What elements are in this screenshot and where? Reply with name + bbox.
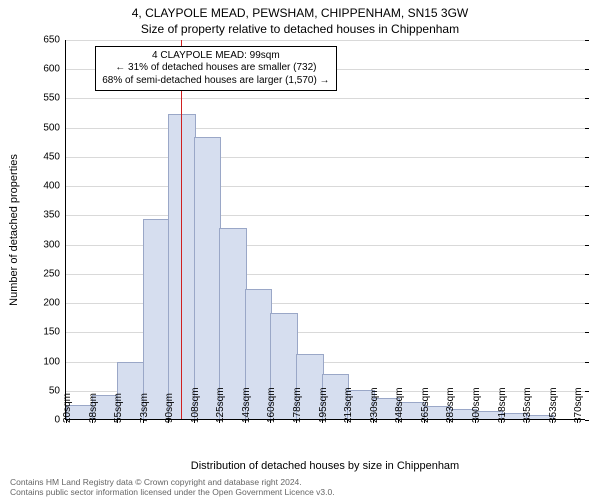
y-tick-mark xyxy=(585,40,589,41)
gridline-h xyxy=(66,40,585,41)
x-tick-label: 370sqm xyxy=(573,387,584,423)
y-tick-label: 550 xyxy=(43,93,60,104)
y-tick-mark xyxy=(585,362,589,363)
x-tick-label: 20sqm xyxy=(62,393,73,423)
chart-title-line1: 4, CLAYPOLE MEAD, PEWSHAM, CHIPPENHAM, S… xyxy=(0,6,600,20)
y-tick-mark xyxy=(585,157,589,158)
y-tick-mark xyxy=(585,186,589,187)
annotation-line3: 68% of semi-detached houses are larger (… xyxy=(102,75,329,88)
annotation-box: 4 CLAYPOLE MEAD: 99sqm← 31% of detached … xyxy=(95,46,336,92)
gridline-h xyxy=(66,157,585,158)
x-tick-label: 318sqm xyxy=(497,387,508,423)
x-tick-label: 90sqm xyxy=(164,393,175,423)
y-tick-mark xyxy=(585,391,589,392)
y-tick-mark xyxy=(585,128,589,129)
y-tick-label: 500 xyxy=(43,122,60,133)
x-tick-label: 265sqm xyxy=(420,387,431,423)
gridline-h xyxy=(66,98,585,99)
y-tick-label: 600 xyxy=(43,64,60,75)
x-tick-label: 248sqm xyxy=(394,387,405,423)
footer-attribution: Contains HM Land Registry data © Crown c… xyxy=(10,478,335,498)
y-tick-label: 0 xyxy=(54,415,60,426)
chart-container: { "chart": { "type": "histogram", "title… xyxy=(0,0,600,500)
y-tick-mark xyxy=(585,98,589,99)
y-tick-label: 50 xyxy=(49,385,60,396)
x-axis-label: Distribution of detached houses by size … xyxy=(65,460,585,472)
x-tick-label: 160sqm xyxy=(266,387,277,423)
y-tick-mark xyxy=(585,332,589,333)
y-tick-label: 100 xyxy=(43,356,60,367)
histogram-bar xyxy=(194,137,222,419)
y-tick-label: 200 xyxy=(43,298,60,309)
x-tick-label: 213sqm xyxy=(343,387,354,423)
x-tick-label: 283sqm xyxy=(445,387,456,423)
chart-subtitle: Size of property relative to detached ho… xyxy=(0,22,600,36)
gridline-h xyxy=(66,128,585,129)
x-tick-label: 195sqm xyxy=(318,387,329,423)
y-tick-mark xyxy=(585,303,589,304)
x-tick-label: 300sqm xyxy=(471,387,482,423)
y-axis-label: Number of detached properties xyxy=(8,154,20,306)
y-tick-label: 650 xyxy=(43,35,60,46)
y-tick-label: 300 xyxy=(43,239,60,250)
annotation-line1: 4 CLAYPOLE MEAD: 99sqm xyxy=(102,50,329,63)
annotation-line2: ← 31% of detached houses are smaller (73… xyxy=(102,62,329,75)
x-tick-label: 143sqm xyxy=(241,387,252,423)
y-tick-mark xyxy=(585,420,589,421)
plot-area: 0501001502002503003504004505005506006502… xyxy=(65,40,585,420)
gridline-h xyxy=(66,186,585,187)
x-tick-label: 38sqm xyxy=(88,393,99,423)
x-tick-label: 230sqm xyxy=(369,387,380,423)
y-tick-mark xyxy=(585,215,589,216)
x-tick-label: 108sqm xyxy=(190,387,201,423)
y-tick-mark xyxy=(585,274,589,275)
histogram-bar xyxy=(143,219,171,419)
y-tick-label: 400 xyxy=(43,181,60,192)
y-tick-label: 150 xyxy=(43,327,60,338)
gridline-h xyxy=(66,215,585,216)
x-tick-label: 55sqm xyxy=(113,393,124,423)
y-tick-label: 250 xyxy=(43,268,60,279)
y-tick-label: 350 xyxy=(43,210,60,221)
x-tick-label: 125sqm xyxy=(215,387,226,423)
x-tick-label: 335sqm xyxy=(522,387,533,423)
y-tick-mark xyxy=(585,245,589,246)
x-tick-label: 73sqm xyxy=(139,393,150,423)
y-tick-mark xyxy=(585,69,589,70)
reference-line xyxy=(181,40,182,419)
footer-line2: Contains public sector information licen… xyxy=(10,488,335,498)
y-tick-label: 450 xyxy=(43,151,60,162)
x-tick-label: 178sqm xyxy=(292,387,303,423)
x-tick-label: 353sqm xyxy=(548,387,559,423)
plot-inner: 0501001502002503003504004505005506006502… xyxy=(65,40,585,420)
